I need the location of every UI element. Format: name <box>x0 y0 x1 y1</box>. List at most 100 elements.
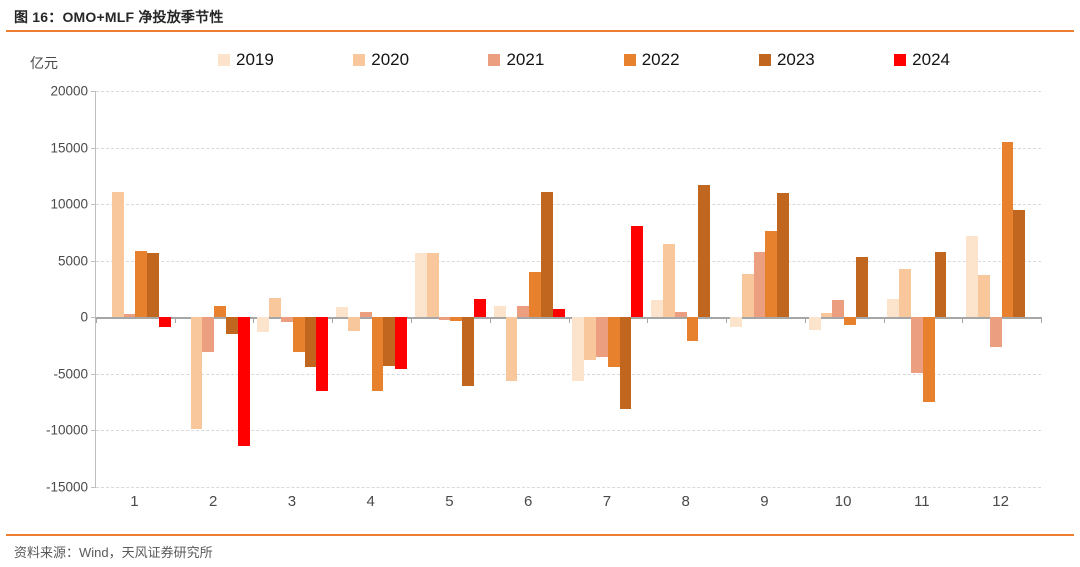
bar-slot-2021 <box>517 91 530 487</box>
month-group-12 <box>962 91 1041 487</box>
source-note: 资料来源：Wind，天风证券研究所 <box>14 545 213 560</box>
bar-2020-month-6 <box>505 317 518 381</box>
legend-swatch <box>218 54 230 66</box>
legend-label: 2021 <box>506 50 545 69</box>
bar-2024-month-3 <box>316 317 329 391</box>
bar-2023-month-3 <box>304 317 317 368</box>
bar-2024-month-5 <box>473 299 486 318</box>
bar-slot-2023 <box>934 91 947 487</box>
bar-slot-2022 <box>529 91 541 487</box>
gridline <box>96 430 1041 432</box>
bar-slot-2020 <box>190 91 203 487</box>
bar-2023-month-12 <box>1013 209 1026 318</box>
bar-slot-2021 <box>202 91 215 487</box>
bar-2022-month-11 <box>922 317 935 403</box>
bar-slot-2019 <box>257 91 270 487</box>
legend-swatch <box>623 54 636 66</box>
y-tick-label: -5000 <box>53 366 88 382</box>
x-tick-label: 6 <box>523 493 533 510</box>
bar-slot-2020 <box>584 91 597 487</box>
bar-2019-month-7 <box>572 317 585 381</box>
month-group-11 <box>884 91 963 487</box>
y-axis-tick <box>91 373 96 375</box>
legend-swatch <box>353 54 366 66</box>
bar-slot-2024 <box>868 91 880 487</box>
bar-2022-month-9 <box>765 231 778 318</box>
bar-slot-2022 <box>1001 91 1014 487</box>
bar-slot-2019 <box>336 91 349 487</box>
bar-slot-2023 <box>225 91 238 487</box>
x-axis-tick <box>1041 317 1042 324</box>
bar-slot-2022 <box>686 91 699 487</box>
bar-2021-month-7 <box>596 317 608 357</box>
bar-2023-month-4 <box>383 317 396 366</box>
legend-item-2021: 2021 <box>488 50 544 70</box>
legend-label: 2023 <box>776 50 815 69</box>
y-axis-tick <box>91 317 96 319</box>
bar-slot-2024 <box>158 91 171 487</box>
x-axis-tick <box>174 317 176 324</box>
bar-slot-2021 <box>438 91 451 487</box>
bar-slot-2021 <box>911 91 923 487</box>
month-group-4 <box>332 91 411 487</box>
bar-slot-2022 <box>214 91 226 487</box>
bar-2020-month-12 <box>978 275 990 318</box>
bar-2019-month-10 <box>808 317 821 330</box>
x-tick-label: 11 <box>914 493 930 510</box>
bar-2021-month-10 <box>832 300 845 318</box>
month-group-7 <box>569 91 648 487</box>
bar-2019-month-11 <box>887 299 900 318</box>
bar-2021-month-1 <box>123 313 136 318</box>
footer-divider <box>6 534 1074 536</box>
y-tick-label: 20000 <box>50 83 88 99</box>
legend-item-2019: 2019 <box>218 50 274 70</box>
bar-2020-month-2 <box>190 317 203 430</box>
bar-2023-month-8 <box>698 184 711 318</box>
gridline <box>96 204 1041 206</box>
y-tick-label: 5000 <box>57 253 88 269</box>
bar-2020-month-9 <box>741 274 754 318</box>
bars-layer <box>96 91 1041 487</box>
bar-slot-2020 <box>348 91 360 487</box>
bar-slot-2019 <box>414 91 427 487</box>
legend-swatch <box>488 54 501 66</box>
bar-2020-month-1 <box>111 191 124 318</box>
y-tick-label: 15000 <box>50 140 88 156</box>
bar-slot-2022 <box>371 91 384 487</box>
month-group-3 <box>254 91 333 487</box>
y-axis-labels: 20000 15000 10000 5000 0 -5000 -10000 -15000 <box>0 84 88 495</box>
legend-swatch <box>758 54 771 66</box>
x-axis-tick <box>96 317 97 324</box>
gridline <box>96 373 1041 375</box>
bar-slot-2023 <box>777 91 789 487</box>
bar-slot-2021 <box>123 91 136 487</box>
bar-slot-2024 <box>1025 91 1037 487</box>
bar-slot-2019 <box>493 91 506 487</box>
bar-slot-2019 <box>100 91 112 487</box>
bar-slot-2024 <box>789 91 801 487</box>
bar-2021-month-5 <box>438 317 451 320</box>
x-axis-tick <box>253 317 255 324</box>
gridline <box>96 91 1041 92</box>
x-axis-tick <box>332 317 334 324</box>
x-axis-tick <box>725 317 727 324</box>
y-tick-label: -10000 <box>45 422 88 438</box>
month-group-8 <box>647 91 726 487</box>
legend-item-2023: 2023 <box>758 50 815 70</box>
month-group-2 <box>175 91 254 487</box>
x-tick-label: 7 <box>602 493 612 510</box>
bar-slot-2020 <box>111 91 124 487</box>
bar-2023-month-2 <box>225 317 238 335</box>
y-axis-tick <box>91 204 96 206</box>
month-group-6 <box>490 91 569 487</box>
bar-2022-month-7 <box>607 317 620 368</box>
chart-legend: 2019 2020 2021 2022 2023 2024 <box>218 50 950 70</box>
bar-2024-month-7 <box>631 225 644 318</box>
bar-slot-2023 <box>1013 91 1026 487</box>
bar-2019-month-9 <box>729 317 742 328</box>
bar-slot-2021 <box>989 91 1002 487</box>
bar-2020-month-3 <box>269 298 282 318</box>
legend-label: 2020 <box>371 50 410 69</box>
bar-slot-2024 <box>552 91 565 487</box>
bar-slot-2020 <box>820 91 833 487</box>
